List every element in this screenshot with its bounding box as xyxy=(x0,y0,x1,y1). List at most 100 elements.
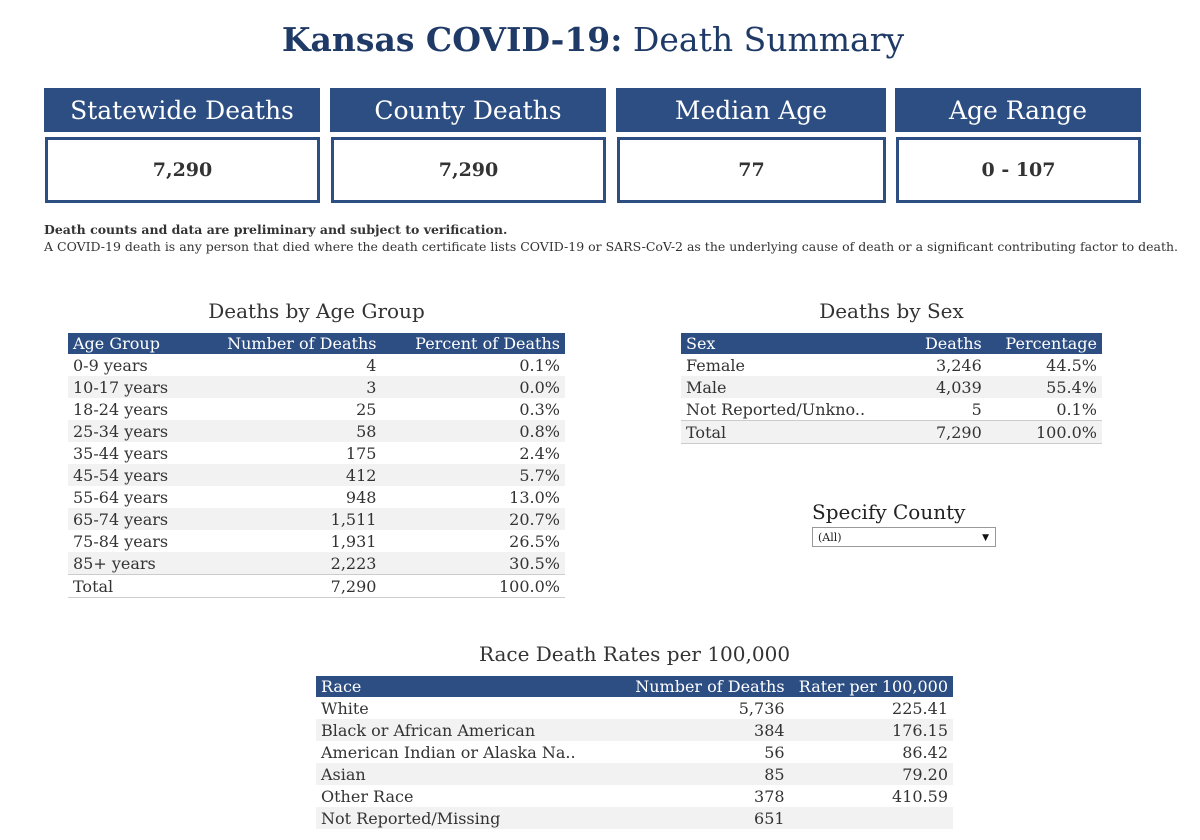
death-count-cell: 412 xyxy=(192,464,382,486)
page-title: Kansas COVID-19: Death Summary xyxy=(0,20,1186,59)
age-group-cell: 25-34 years xyxy=(68,420,193,442)
death-count-cell: 5 xyxy=(971,399,982,419)
age-col-header[interactable]: Age Group xyxy=(68,333,193,354)
sex-cell: Female xyxy=(686,355,745,375)
death-count-cell: 948 xyxy=(345,487,377,507)
death-pct-cell: 2.4% xyxy=(519,443,560,463)
table-row[interactable]: 10-17 years 3 0.0% xyxy=(68,376,565,398)
sex-table-header: Sex Deaths Percentage xyxy=(681,333,1102,354)
death-count-cell: 58 xyxy=(192,420,382,442)
race-cell: White xyxy=(321,698,369,718)
death-rate-cell: 176.15 xyxy=(789,719,953,741)
table-row[interactable]: American Indian or Alaska Na.. 56 86.42 xyxy=(316,741,953,763)
death-pct-cell: 0.1% xyxy=(1056,399,1097,419)
sex-pct-col-header[interactable]: Percentage xyxy=(986,333,1102,354)
age-count-col-header[interactable]: Number of Deaths xyxy=(192,333,382,354)
death-pct-cell: 0.1% xyxy=(519,355,560,375)
death-count-cell: 175 xyxy=(345,443,377,463)
table-row[interactable]: 35-44 years 175 2.4% xyxy=(68,442,565,464)
total-pct-cell: 100.0% xyxy=(381,574,565,598)
death-count-cell: 5,736 xyxy=(738,698,785,718)
total-pct-cell: 100.0% xyxy=(986,420,1102,444)
table-row[interactable]: 55-64 years 948 13.0% xyxy=(68,486,565,508)
county-dropdown[interactable]: (All) ▼ xyxy=(812,527,996,547)
sex-table-title: Deaths by Sex xyxy=(819,299,964,323)
sex-col-header[interactable]: Sex xyxy=(681,333,911,354)
table-total-row[interactable]: Total 7,290 100.0% xyxy=(68,574,565,598)
disclaimer-notes: Death counts and data are preliminary an… xyxy=(44,221,1178,255)
page-title-bold: Kansas COVID-19: xyxy=(281,20,623,59)
death-rate-cell: 225.41 xyxy=(892,698,948,718)
table-row[interactable]: Other Race 378 410.59 xyxy=(316,785,953,807)
table-row[interactable]: 65-74 years 1,511 20.7% xyxy=(68,508,565,530)
race-cell: Black or African American xyxy=(316,719,626,741)
age-group-cell: 0-9 years xyxy=(73,355,148,375)
table-row[interactable]: 75-84 years 1,931 26.5% xyxy=(68,530,565,552)
county-filter-label: Specify County xyxy=(812,500,966,524)
total-count-cell: 7,290 xyxy=(911,420,987,444)
death-count-cell: 56 xyxy=(764,742,785,762)
death-count-cell: 1,511 xyxy=(192,508,382,530)
table-row[interactable]: White 5,736 225.41 xyxy=(316,697,953,719)
death-count-cell: 3,246 xyxy=(935,355,982,375)
kpi-county-label: County Deaths xyxy=(330,88,606,132)
death-rate-cell: 86.42 xyxy=(902,742,948,762)
death-pct-cell: 0.0% xyxy=(381,376,565,398)
race-count-col-header[interactable]: Number of Deaths xyxy=(626,676,790,697)
death-pct-cell: 26.5% xyxy=(509,531,560,551)
total-label-cell: Total xyxy=(68,574,193,598)
disclaimer-line-1: Death counts and data are preliminary an… xyxy=(44,222,508,237)
death-rate-cell: 410.59 xyxy=(892,786,948,806)
kpi-statewide-label: Statewide Deaths xyxy=(44,88,320,132)
table-row[interactable]: 25-34 years 58 0.8% xyxy=(68,420,565,442)
death-pct-cell: 0.3% xyxy=(519,399,560,419)
page-title-rest: Death Summary xyxy=(622,20,905,59)
dropdown-arrow-icon[interactable]: ▼ xyxy=(982,533,989,543)
age-table: Age Group Number of Deaths Percent of De… xyxy=(68,333,565,598)
kpi-median-age-label: Median Age xyxy=(616,88,886,132)
kpi-age-range-label: Age Range xyxy=(895,88,1141,132)
disclaimer-line-2: A COVID-19 death is any person that died… xyxy=(44,239,1178,254)
table-row[interactable]: Not Reported/Unkno.. 5 0.1% xyxy=(681,398,1102,421)
sex-cell: Male xyxy=(681,376,911,398)
age-group-cell: 55-64 years xyxy=(73,487,169,507)
table-row[interactable]: 18-24 years 25 0.3% xyxy=(68,398,565,420)
death-count-cell: 384 xyxy=(626,719,790,741)
age-group-cell: 85+ years xyxy=(68,552,193,575)
death-count-cell: 25 xyxy=(356,399,377,419)
death-count-cell: 85 xyxy=(626,763,790,785)
kpi-median-age-value: 77 xyxy=(617,137,886,203)
death-count-cell: 1,931 xyxy=(330,531,377,551)
age-group-cell: 35-44 years xyxy=(73,443,169,463)
age-group-cell: 45-54 years xyxy=(68,464,193,486)
table-row[interactable]: 45-54 years 412 5.7% xyxy=(68,464,565,486)
death-pct-cell: 55.4% xyxy=(986,376,1102,398)
death-pct-cell: 13.0% xyxy=(509,487,560,507)
death-rate-cell: 79.20 xyxy=(789,763,953,785)
age-pct-col-header[interactable]: Percent of Deaths xyxy=(381,333,565,354)
race-col-header[interactable]: Race xyxy=(316,676,626,697)
age-group-cell: 65-74 years xyxy=(68,508,193,530)
race-cell: American Indian or Alaska Na.. xyxy=(321,742,576,762)
death-count-cell: 4,039 xyxy=(911,376,987,398)
table-row[interactable]: Female 3,246 44.5% xyxy=(681,354,1102,376)
kpi-statewide-value: 7,290 xyxy=(45,137,320,203)
kpi-county-value: 7,290 xyxy=(331,137,606,203)
table-row[interactable]: Black or African American 384 176.15 xyxy=(316,719,953,741)
table-row[interactable]: 85+ years 2,223 30.5% xyxy=(68,552,565,575)
age-group-cell: 10-17 years xyxy=(68,376,193,398)
table-row[interactable]: Male 4,039 55.4% xyxy=(681,376,1102,398)
sex-count-col-header[interactable]: Deaths xyxy=(911,333,987,354)
table-row[interactable]: Not Reported/Missing 651 xyxy=(316,807,953,829)
race-rate-col-header[interactable]: Rater per 100,000 xyxy=(789,676,953,697)
total-label-cell: Total xyxy=(681,420,911,444)
age-table-header: Age Group Number of Deaths Percent of De… xyxy=(68,333,565,354)
table-row[interactable]: 0-9 years 4 0.1% xyxy=(68,354,565,376)
table-total-row[interactable]: Total 7,290 100.0% xyxy=(681,420,1102,444)
race-table-header: Race Number of Deaths Rater per 100,000 xyxy=(316,676,953,697)
death-pct-cell: 5.7% xyxy=(381,464,565,486)
kpi-age-range-value: 0 - 107 xyxy=(896,137,1141,203)
death-pct-cell: 44.5% xyxy=(1046,355,1097,375)
sex-table: Sex Deaths Percentage Female 3,246 44.5% M… xyxy=(681,333,1102,444)
table-row[interactable]: Asian 85 79.20 xyxy=(316,763,953,785)
